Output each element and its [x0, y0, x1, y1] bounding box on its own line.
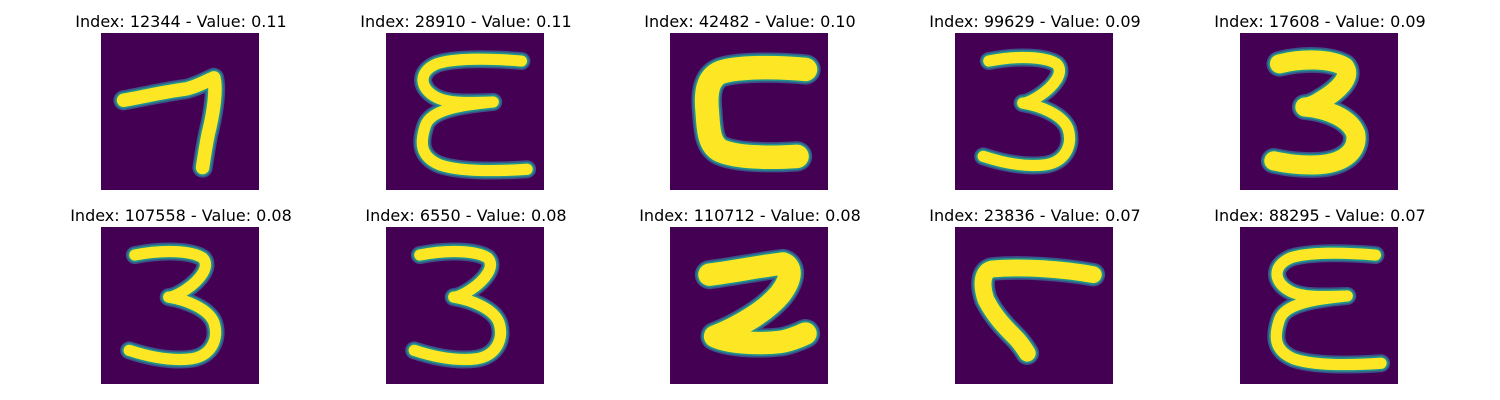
panel-8: Index: 110712 - Value: 0.08: [630, 206, 870, 386]
digit-image: [101, 33, 259, 190]
digit-stroke-core: [416, 53, 533, 177]
digit-image: [955, 33, 1113, 190]
digit-stroke-core: [1264, 50, 1366, 175]
digit-image: [955, 227, 1113, 384]
digit-image: [386, 33, 544, 190]
digit-image: [670, 227, 828, 384]
panel-title: Index: 42482 - Value: 0.10: [644, 12, 856, 31]
panel-4: Index: 99629 - Value: 0.09: [915, 12, 1155, 192]
digit-image: [1240, 33, 1398, 190]
panel-title: Index: 28910 - Value: 0.11: [360, 12, 572, 31]
digit-image: [386, 227, 544, 384]
panel-2: Index: 28910 - Value: 0.11: [346, 12, 586, 192]
image-background: [101, 33, 259, 190]
digit-stroke-core: [698, 252, 817, 355]
digit-image: [101, 227, 259, 384]
panel-7: Index: 6550 - Value: 0.08: [346, 206, 586, 386]
digit-image: [670, 33, 828, 190]
panel-title: Index: 110712 - Value: 0.08: [639, 206, 861, 225]
digit-stroke-core: [408, 245, 507, 366]
panel-title: Index: 17608 - Value: 0.09: [1214, 12, 1426, 31]
panel-title: Index: 99629 - Value: 0.09: [929, 12, 1141, 31]
panel-title: Index: 23836 - Value: 0.07: [929, 206, 1141, 225]
digit-stroke-core: [116, 71, 222, 175]
panel-title: Index: 88295 - Value: 0.07: [1214, 206, 1426, 225]
digit-stroke-core: [1270, 247, 1387, 371]
panel-title: Index: 6550 - Value: 0.08: [365, 206, 567, 225]
panel-10: Index: 88295 - Value: 0.07: [1200, 206, 1440, 386]
panel-6: Index: 107558 - Value: 0.08: [61, 206, 301, 386]
digit-stroke-core: [694, 55, 818, 170]
panel-title: Index: 12344 - Value: 0.11: [75, 12, 287, 31]
panel-1: Index: 12344 - Value: 0.11: [61, 12, 301, 192]
digit-stroke-core: [977, 51, 1076, 172]
panel-title: Index: 107558 - Value: 0.08: [70, 206, 292, 225]
panel-5: Index: 17608 - Value: 0.09: [1200, 12, 1440, 192]
panel-9: Index: 23836 - Value: 0.07: [915, 206, 1155, 386]
digit-image: [1240, 227, 1398, 384]
digit-stroke-core: [123, 245, 222, 366]
panel-3: Index: 42482 - Value: 0.10: [630, 12, 870, 192]
digit-stroke-core: [974, 259, 1102, 362]
